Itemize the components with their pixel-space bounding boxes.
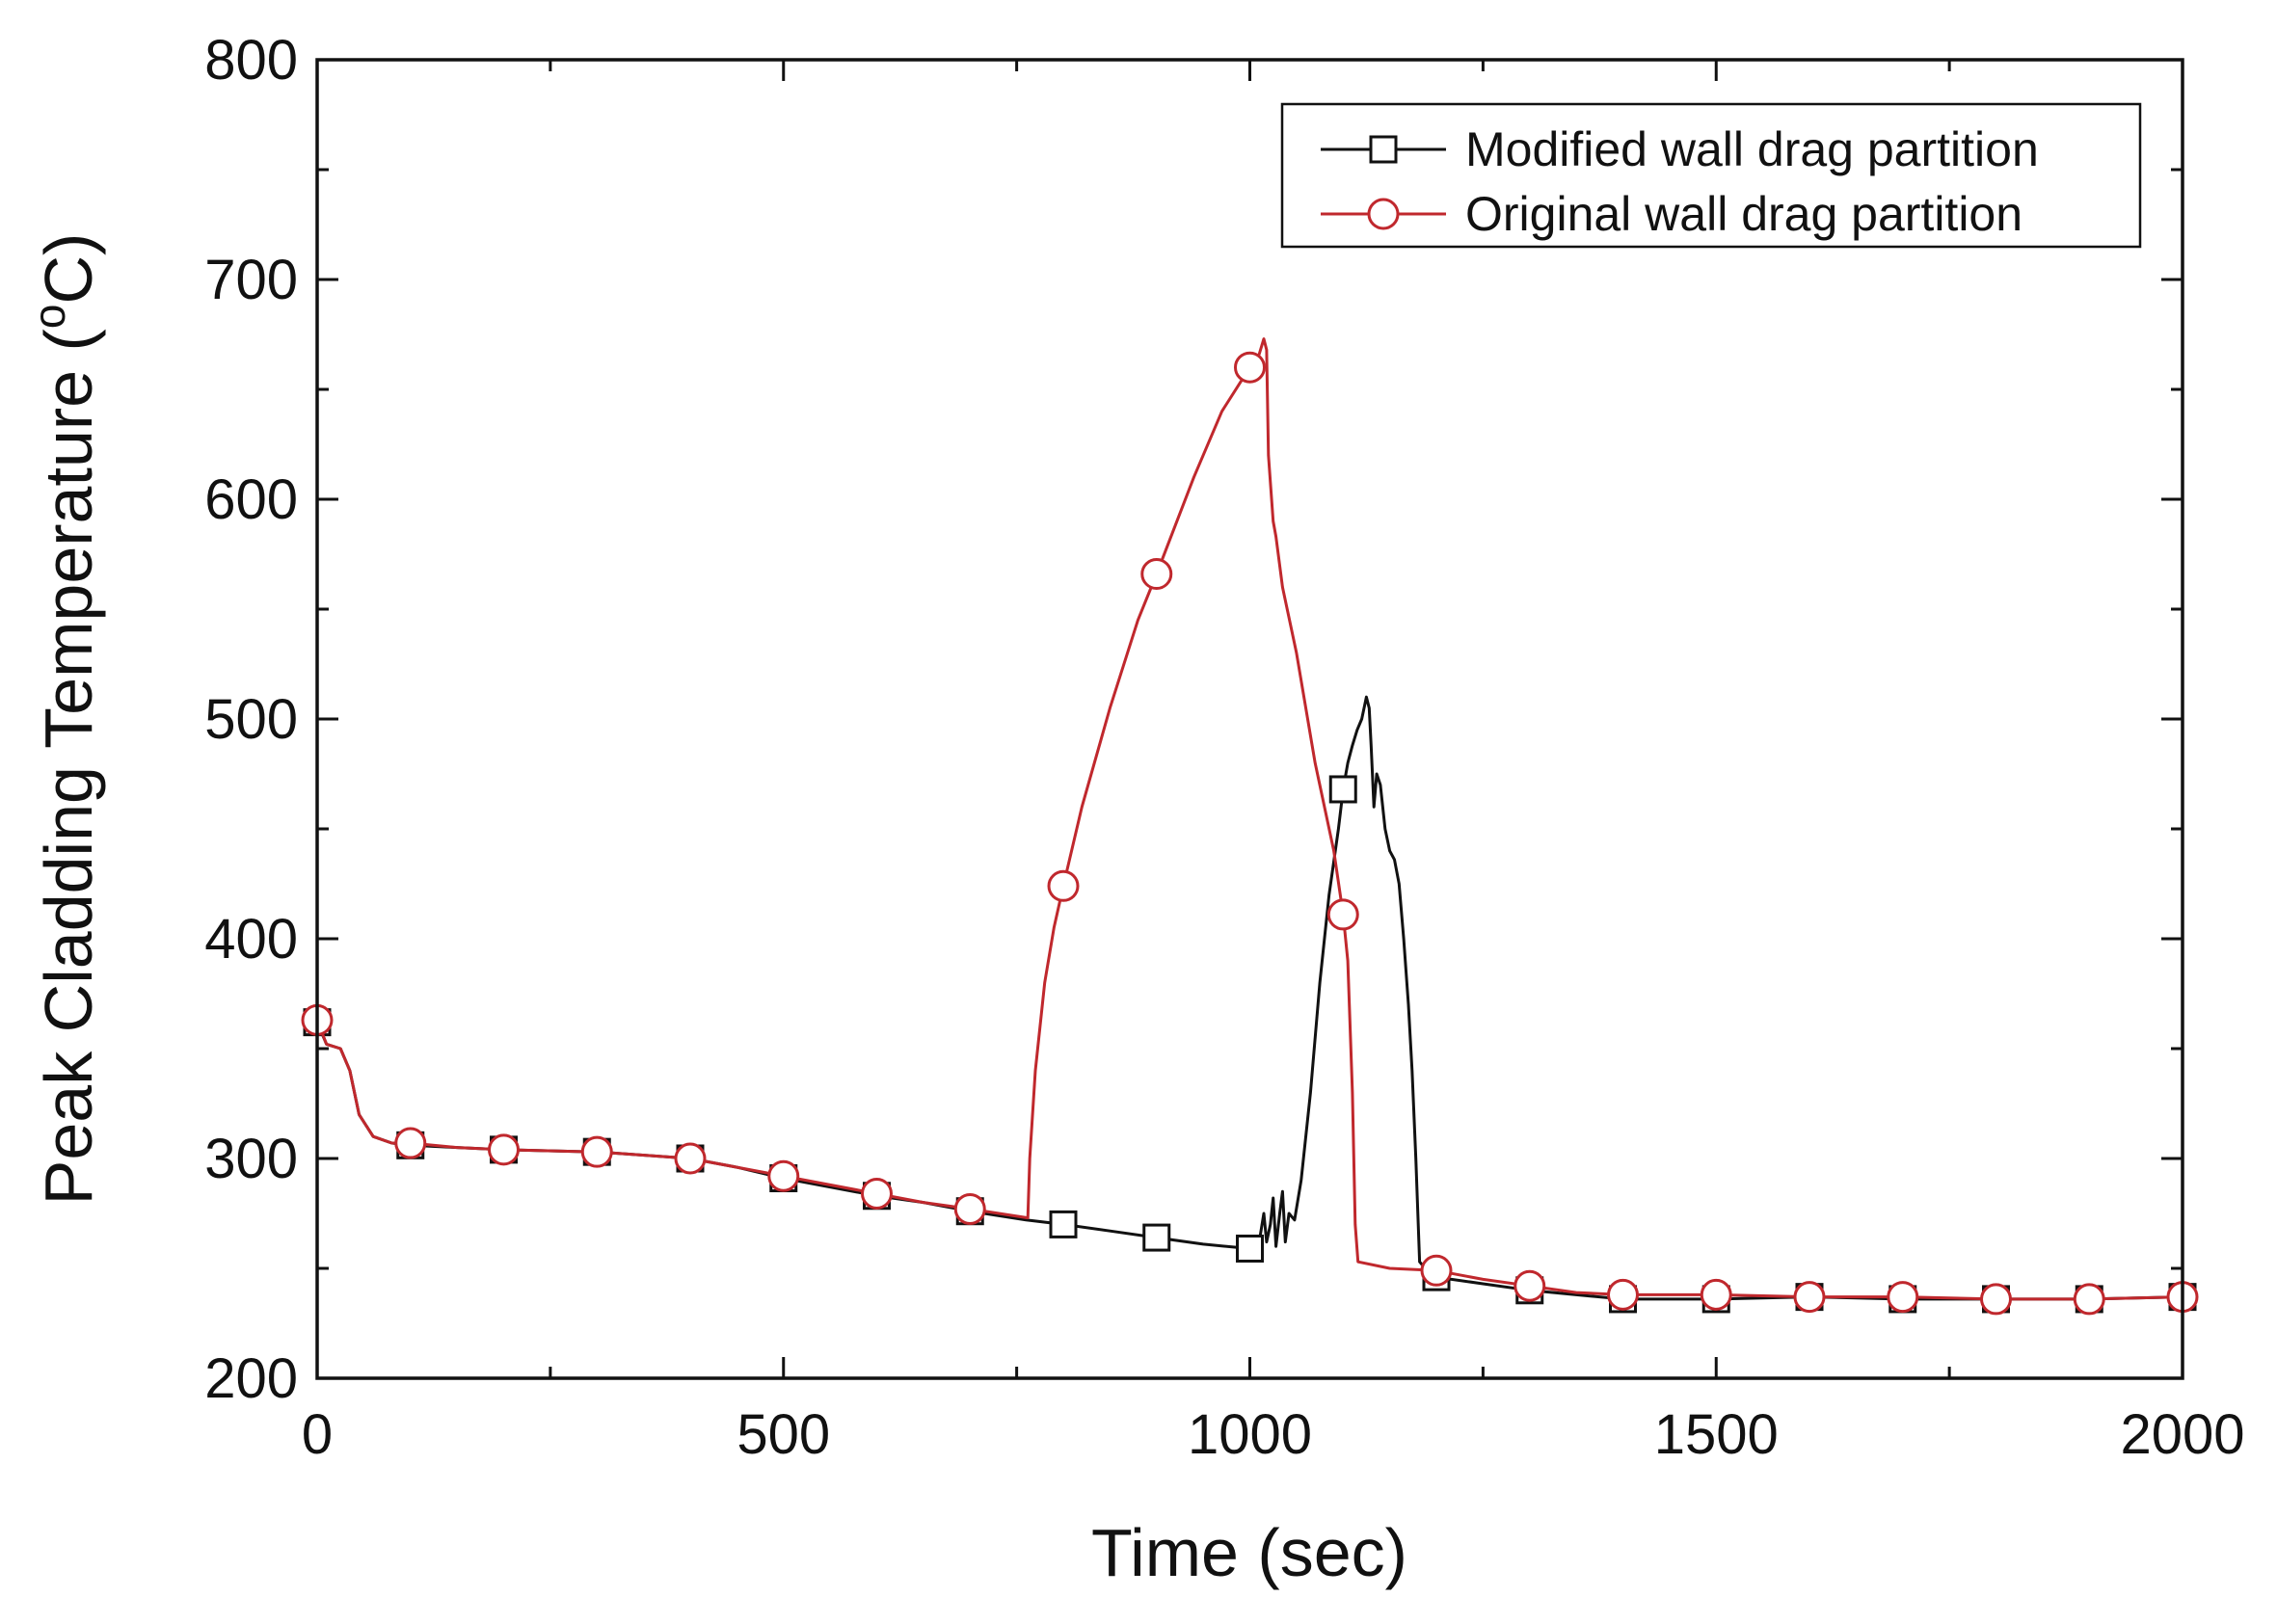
x-axis-title: Time (sec): [1091, 1515, 1407, 1590]
data-point-circle: [1887, 1281, 1919, 1314]
data-point-circle: [953, 1192, 986, 1225]
data-point-circle: [674, 1142, 707, 1175]
data-point-circle: [1047, 869, 1080, 902]
y-tick-label: 300: [204, 1128, 298, 1190]
legend-marker-square: [1369, 135, 1398, 164]
x-tick-label: 1500: [1654, 1403, 1779, 1466]
data-point-circle: [488, 1133, 520, 1166]
legend-label-modified: Modified wall drag partition: [1465, 122, 2039, 176]
x-tick-label: 1000: [1188, 1403, 1312, 1466]
data-point-circle: [394, 1127, 427, 1159]
data-point-square: [1049, 1210, 1078, 1238]
axis-ticks: 0 500 1000 1500 2000 200 300 400 500 600 700 800: [204, 29, 2244, 1466]
data-point-circle: [767, 1159, 800, 1192]
y-axis-title-superscript: o: [24, 305, 74, 330]
legend-entry-original: Original wall drag partition: [1321, 187, 2023, 241]
y-tick-label: 500: [204, 688, 298, 751]
data-point-circle: [861, 1177, 893, 1210]
data-point-square: [1142, 1223, 1171, 1252]
y-tick-label: 800: [204, 29, 298, 92]
legend-entry-modified: Modified wall drag partition: [1321, 122, 2039, 176]
data-point-circle: [1607, 1278, 1639, 1311]
data-point-circle: [1700, 1278, 1732, 1311]
data-point-circle: [1140, 558, 1173, 591]
x-tick-label: 500: [737, 1403, 830, 1466]
legend-label-original: Original wall drag partition: [1465, 187, 2023, 241]
y-tick-label: 400: [204, 908, 298, 971]
series-line-original: [315, 337, 2183, 1301]
data-point-circle: [1234, 351, 1266, 384]
legend-box: [1280, 102, 2142, 249]
data-point-square: [1328, 775, 1357, 804]
plot-frame: [315, 58, 2184, 1380]
data-point-circle: [1326, 898, 1359, 931]
data-point-circle: [2073, 1283, 2105, 1316]
legend: Modified wall drag partition Original wa…: [1280, 102, 2142, 249]
data-point-circle: [1514, 1269, 1546, 1302]
legend-marker-circle: [1367, 198, 1400, 230]
series-modified: [303, 695, 2197, 1314]
x-tick-label: 0: [302, 1403, 333, 1466]
series-line-modified: [315, 695, 2183, 1301]
y-tick-label: 200: [204, 1347, 298, 1410]
data-point-circle: [1420, 1254, 1453, 1287]
x-tick-label: 2000: [2120, 1403, 2244, 1466]
y-tick-label: 700: [204, 249, 298, 311]
data-point-square: [1236, 1234, 1264, 1263]
y-axis-title-unit: C): [31, 233, 106, 305]
y-tick-label: 600: [204, 468, 298, 531]
plot-marks: [301, 337, 2199, 1316]
data-point-circle: [1793, 1281, 1826, 1314]
y-axis-title-main: Peak Cladding Temperature (: [31, 329, 106, 1205]
y-axis-title: Peak Cladding Temperature (oC): [24, 233, 106, 1206]
data-point-circle: [580, 1135, 613, 1168]
data-point-circle: [1980, 1283, 2012, 1316]
series-original: [301, 337, 2199, 1316]
